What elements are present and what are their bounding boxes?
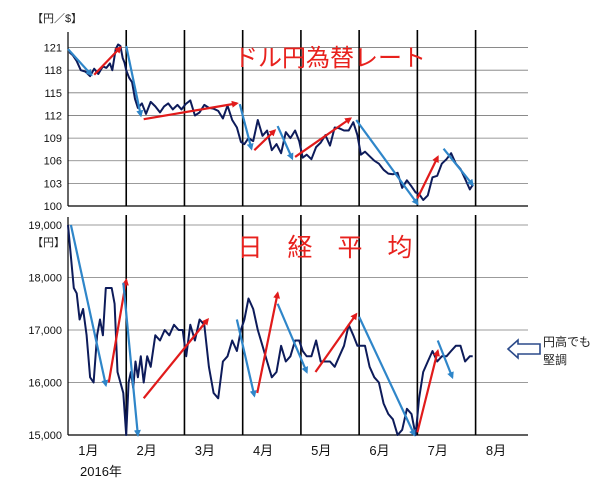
top-ytick-label: 109: [44, 133, 62, 145]
down-trend-arrow: [235, 319, 257, 398]
up-trend-arrow: [314, 312, 358, 373]
top-series-line: [68, 43, 474, 201]
trend-arrows: [67, 45, 474, 437]
up-trend-arrow: [253, 129, 277, 151]
down-trend-arrow: [69, 224, 109, 388]
annotation-line-1: 円高でも: [543, 334, 591, 349]
up-trend-arrow: [143, 100, 239, 121]
top-ytick-label: 112: [44, 110, 62, 122]
annotation-callout: 円高でも 堅調: [506, 334, 591, 367]
callout-arrow-icon: [506, 338, 541, 360]
down-trend-arrow: [276, 303, 308, 374]
bottom-series-line: [67, 224, 473, 436]
month-tick-label: 2月: [136, 443, 156, 458]
top-chart-gridlines: [68, 47, 528, 207]
up-trend-arrow: [256, 291, 281, 394]
month-tick-label: 1月: [78, 443, 98, 458]
down-trend-arrow: [436, 340, 454, 380]
chart-axes: [67, 32, 528, 436]
month-tick-label: 4月: [253, 443, 273, 458]
down-trend-arrow: [442, 147, 474, 187]
month-tick-label: 6月: [369, 443, 389, 458]
bottom-ytick-label: 15,000: [28, 430, 62, 442]
bottom-ytick-label: 18,000: [28, 273, 62, 285]
month-divider-lines: [125, 30, 477, 435]
top-ytick-label: 106: [44, 156, 62, 168]
annotation-line-2: 堅調: [543, 353, 567, 367]
bottom-chart-title: 日 経 平 均: [237, 234, 412, 262]
tick-labels: 100 103 106 109 112 115 118 121 15,000 16,000 17,0…: [28, 43, 506, 458]
month-tick-label: 8月: [486, 443, 506, 458]
up-trend-arrow: [93, 46, 122, 76]
top-ytick-label: 121: [44, 43, 62, 55]
chart-series-lines: [67, 43, 474, 436]
top-chart-title: ドル円為替レート: [234, 45, 426, 72]
up-trend-arrow: [416, 349, 440, 433]
top-ytick-label: 100: [44, 201, 62, 213]
bottom-chart-unit-label: 【円】: [32, 236, 65, 249]
up-trend-arrow: [416, 155, 439, 199]
down-trend-arrow: [355, 119, 419, 206]
top-ytick-label: 103: [44, 178, 62, 190]
bottom-ytick-label: 19,000: [28, 220, 62, 232]
down-trend-arrow: [122, 282, 141, 437]
year-label: 2016年: [80, 464, 122, 479]
month-tick-label: 3月: [195, 443, 215, 458]
up-trend-arrow: [294, 117, 353, 158]
down-trend-arrow: [358, 316, 416, 437]
month-tick-label: 5月: [311, 443, 331, 458]
top-ytick-label: 118: [44, 65, 62, 77]
down-trend-arrow: [125, 45, 144, 118]
top-chart-unit-label: 【円／$】: [32, 12, 82, 25]
up-trend-arrow: [107, 278, 129, 383]
down-trend-arrow: [276, 125, 294, 161]
up-trend-arrow: [142, 317, 210, 399]
bottom-ytick-label: 16,000: [28, 378, 62, 390]
down-trend-arrow: [67, 48, 93, 77]
down-trend-arrow: [238, 103, 254, 151]
top-ytick-label: 115: [44, 88, 62, 100]
bottom-ytick-label: 17,000: [28, 325, 62, 337]
month-tick-label: 7月: [428, 443, 448, 458]
